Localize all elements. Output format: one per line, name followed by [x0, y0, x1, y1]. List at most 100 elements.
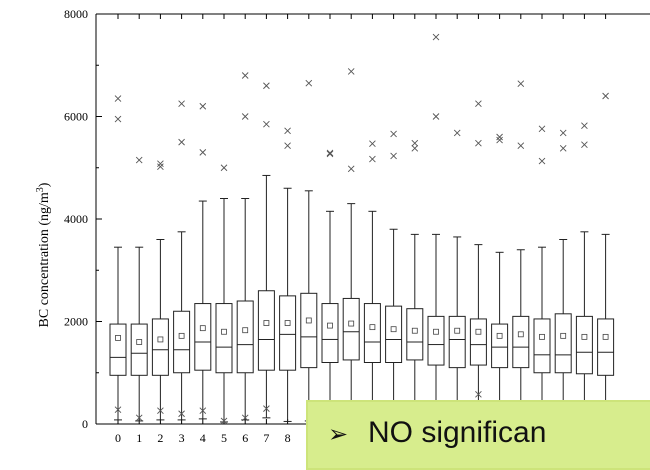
mean-marker: [327, 322, 333, 329]
box-rect: [533, 318, 551, 374]
outlier-marker: [284, 142, 291, 150]
box-rect: [385, 305, 403, 363]
outlier-marker: [135, 156, 143, 164]
box-item: [257, 82, 275, 419]
y-tick-label: 4000: [64, 212, 88, 226]
boxes-group: [109, 33, 615, 425]
outlier-marker: [326, 149, 334, 157]
outlier-marker: [157, 407, 164, 414]
mean-marker: [411, 327, 418, 334]
outlier-marker: [475, 390, 482, 398]
outlier-marker: [114, 115, 122, 123]
box-rect: [342, 297, 360, 361]
figure-stage: 0 2000 4000 6000 8000 0 1 2 3 4 5 6 7 8 BC concentrat…: [35, 7, 650, 470]
outlier-marker: [263, 120, 270, 128]
box-rect: [321, 303, 339, 363]
x-tick-label: 7: [263, 431, 269, 445]
outlier-marker: [453, 129, 461, 137]
box-item: [342, 68, 360, 422]
box-item: [236, 72, 254, 422]
box-item: [300, 79, 318, 422]
box-rect: [215, 303, 233, 374]
box-item: [194, 102, 212, 420]
mean-marker: [284, 320, 291, 326]
box-item: [215, 164, 233, 425]
outlier-marker: [347, 165, 355, 173]
x-tick-label: 8: [285, 431, 291, 445]
x-tick-label: 0: [115, 431, 121, 445]
outlier-marker: [305, 79, 313, 87]
outlier-marker: [241, 113, 249, 120]
mean-marker: [496, 332, 503, 339]
box-item: [151, 160, 169, 421]
y-tick-label: 6000: [64, 110, 88, 124]
box-item: [491, 133, 509, 422]
box-rect: [173, 310, 191, 374]
outlier-marker: [496, 136, 503, 144]
box-item: [130, 156, 148, 422]
outlier-marker: [263, 405, 270, 412]
outlier-marker: [178, 138, 185, 146]
mean-marker: [581, 333, 588, 340]
mean-marker: [199, 325, 206, 332]
box-rect: [109, 323, 127, 376]
box-item: [109, 95, 127, 421]
mean-marker: [263, 320, 270, 326]
outlier-marker: [114, 95, 122, 102]
outlier-marker: [199, 407, 207, 414]
outlier-marker: [220, 417, 228, 425]
box-rect: [406, 308, 424, 361]
mean-marker: [602, 333, 609, 340]
mean-marker: [242, 327, 249, 334]
mean-marker: [157, 336, 164, 343]
outlier-marker: [517, 142, 525, 150]
mean-marker: [390, 326, 397, 333]
mean-marker: [136, 339, 143, 345]
mean-marker: [560, 332, 567, 339]
outlier-marker: [178, 410, 185, 418]
box-rect: [491, 323, 509, 369]
outlier-marker: [263, 82, 270, 90]
outlier-marker: [496, 133, 503, 141]
outlier-marker: [475, 139, 482, 147]
mean-marker: [178, 332, 185, 339]
outlier-marker: [517, 80, 525, 88]
y-axis-title: BC concentration (ng/m3): [35, 182, 52, 327]
outlier-marker: [432, 113, 440, 120]
y-axis-title-superscript: 3: [35, 187, 46, 192]
y-axis-title-main: BC concentration (ng/m: [37, 192, 52, 327]
outlier-marker: [538, 157, 546, 165]
box-item: [597, 92, 615, 422]
outlier-marker: [411, 144, 419, 152]
mean-marker: [475, 328, 482, 335]
x-tick-label: 6: [242, 431, 248, 445]
box-rect: [575, 315, 593, 375]
box-rect: [469, 318, 487, 366]
box-rect: [130, 323, 148, 376]
outlier-marker: [432, 33, 440, 41]
box-item: [321, 149, 339, 422]
outlier-marker: [326, 150, 334, 158]
box-rect: [597, 318, 615, 376]
box-rect: [554, 313, 572, 374]
y-tick-label: 8000: [64, 7, 88, 21]
box-item: [575, 122, 593, 422]
box-item: [363, 140, 381, 422]
outlier-marker: [241, 414, 249, 422]
outlier-marker: [581, 122, 588, 130]
outlier-marker: [157, 163, 164, 171]
x-tick-label: 4: [200, 431, 206, 445]
outlier-marker: [538, 125, 546, 133]
box-rect: [427, 315, 445, 366]
outlier-marker: [135, 414, 143, 422]
mean-marker: [221, 328, 227, 335]
outlier-marker: [199, 149, 207, 156]
mean-marker: [369, 324, 376, 331]
mean-marker: [539, 333, 545, 340]
box-rect: [512, 315, 530, 369]
boxplot-chart: 0 2000 4000 6000 8000 0 1 2 3 4 5 6 7 8 BC concentrat…: [35, 7, 650, 445]
mean-marker: [115, 334, 121, 341]
box-item: [385, 130, 403, 422]
box-rect: [194, 303, 212, 371]
y-axis-title-end: ): [37, 182, 52, 187]
